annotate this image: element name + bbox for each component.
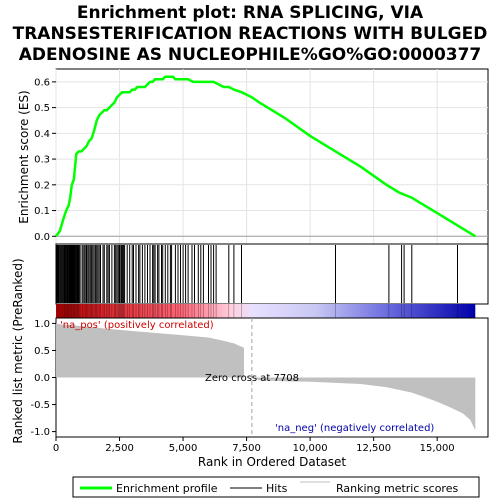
es-y-tick-label: 0.6 <box>34 77 50 88</box>
title-line-1: Enrichment plot: RNA SPLICING, VIA <box>77 3 424 23</box>
color-bar-hit-lines <box>56 304 458 318</box>
title-line-2: TRANSESTERIFICATION REACTIONS WITH BULGE… <box>13 24 488 44</box>
es-y-tick-label: 0.5 <box>34 103 50 114</box>
legend-metric-label: Ranking metric scores <box>336 482 458 495</box>
rank-color-bar <box>56 304 476 318</box>
es-panel: 0.0 0.1 0.2 0.3 0.4 0.5 0.6 Enrichment score (… <box>17 68 489 245</box>
hits-panel-frame <box>55 243 489 305</box>
metric-y-tick-label: -1.0 <box>30 427 50 438</box>
na-pos-label: 'na_pos' (positively correlated) <box>60 320 214 331</box>
legend-enrichment-label: Enrichment profile <box>116 482 218 495</box>
es-y-tick-label: 0.1 <box>34 206 50 217</box>
x-axis-ticks: 0 2,500 5,000 7,500 10,000 12,500 15,000 <box>53 437 455 454</box>
es-curve-layer <box>54 75 476 238</box>
x-tick-label: 15,000 <box>420 443 455 454</box>
metric-panel: 1.0 0.5 0.0 -0.5 -1.0 'na_pos' (positively c… <box>11 258 489 444</box>
metric-area <box>56 323 476 431</box>
chart-title: Enrichment plot: RNA SPLICING, VIA TRANS… <box>13 3 488 65</box>
x-tick-label: 2,500 <box>105 443 134 454</box>
es-y-axis-label: Enrichment score (ES) <box>17 90 31 223</box>
es-y-tick-label: 0.0 <box>34 232 50 243</box>
es-panel-frame <box>55 68 489 245</box>
metric-y-tick-label: 0.5 <box>34 346 50 357</box>
legend-hits-label: Hits <box>266 482 288 495</box>
metric-y-tick-label: 1.0 <box>34 319 50 330</box>
metric-y-axis-label: Ranked list metric (PreRanked) <box>11 258 25 443</box>
hits-layer <box>56 245 458 303</box>
legend-frame <box>72 476 480 498</box>
es-profile-line <box>54 75 476 238</box>
legend: Enrichment profile Hits Ranking metric s… <box>72 476 480 498</box>
x-tick-label: 5,000 <box>169 443 198 454</box>
color-bar-gradient <box>56 304 476 318</box>
metric-y-tick-label: 0.0 <box>34 373 50 384</box>
na-neg-label: 'na_neg' (negatively correlated) <box>275 423 434 434</box>
x-tick-label: 0 <box>53 443 59 454</box>
x-axis-label: Rank in Ordered Dataset <box>198 455 346 469</box>
zero-cross-label: Zero cross at 7708 <box>205 373 299 384</box>
x-tick-label: 7,500 <box>232 443 261 454</box>
metric-y-ticks: 1.0 0.5 0.0 -0.5 -1.0 <box>30 319 56 438</box>
es-gridlines <box>55 69 488 244</box>
metric-y-tick-label: -0.5 <box>30 400 50 411</box>
x-tick-label: 10,000 <box>293 443 328 454</box>
es-y-tick-label: 0.2 <box>34 180 50 191</box>
title-line-3: ADENOSINE AS NUCLEOPHILE%GO%GO:0000377 <box>19 45 482 65</box>
es-y-tick-label: 0.3 <box>34 155 50 166</box>
hits-panel <box>55 243 489 305</box>
es-y-ticks: 0.0 0.1 0.2 0.3 0.4 0.5 0.6 <box>34 77 56 243</box>
x-tick-label: 12,500 <box>356 443 391 454</box>
es-y-tick-label: 0.4 <box>34 129 50 140</box>
